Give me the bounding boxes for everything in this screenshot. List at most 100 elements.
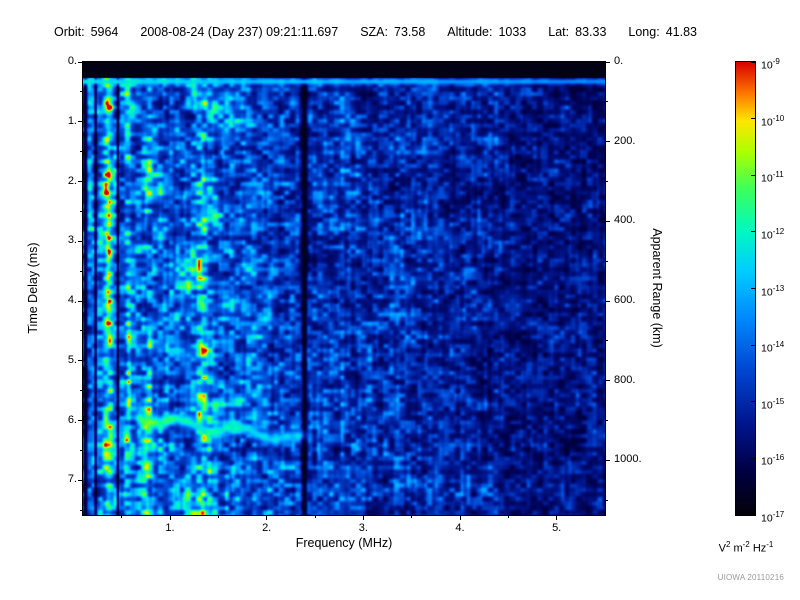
longitude-value: 41.83 [665,25,697,39]
x-axis-minor-tick [411,515,413,518]
longitude-field: Long: 41.83 [628,25,697,39]
y-axis-minor-tick [80,91,83,93]
header-info: Orbit: 5964 2008-08-24 (Day 237) 09:21:1… [54,25,697,39]
range-axis-tick-label: 1000. [614,453,642,466]
y-axis-tick [78,300,83,302]
colorbar-tick-label: 10-11 [761,170,784,185]
colorbar-tick-label: 10-10 [761,113,785,129]
colorbar-tick [751,457,755,459]
x-axis-minor-tick [507,515,509,518]
colorbar-tick-label: 10-9 [761,57,780,72]
range-axis-minor-tick [605,181,608,183]
range-axis-minor-tick [605,101,608,103]
y-axis-tick-label: 6. [67,413,77,426]
range-axis-tick [605,61,610,63]
y-axis-tick-label: 4. [67,294,77,307]
orbit-value: 5964 [90,25,119,39]
longitude-label: Long: [628,25,660,39]
range-axis-tick-label: 800. [614,373,636,386]
range-axis-tick-label: 200. [614,134,636,147]
range-axis-minor-tick [605,340,608,342]
colorbar-tick-label: 10-13 [761,283,785,299]
x-axis-minor-tick [314,515,316,518]
altitude-value: 1033 [498,25,527,39]
colorbar [735,61,756,516]
colorbar-tick [751,514,755,516]
x-axis-tick [459,515,461,520]
range-axis-tick [605,300,610,302]
altitude-field: Altitude: 1033 [447,25,526,39]
y-axis-minor-tick [80,509,83,511]
x-axis-tick-label: 1. [165,522,175,534]
y-axis-minor-tick [80,151,83,153]
range-axis-tick [605,220,610,222]
colorbar-tick-label: 10-12 [761,226,785,242]
y-axis-minor-tick [80,449,83,451]
colorbar-tick-label: 10-17 [761,510,785,525]
y-axis-tick [78,479,83,481]
colorbar-tick-label: 10-14 [761,340,785,355]
apparent-range-axis-label: Apparent Range (km) [650,228,664,348]
colorbar-units-label: V2 m-2 Hz-1 [718,540,774,555]
y-axis-tick [78,121,83,123]
latitude-value: 83.33 [575,25,607,39]
altitude-label: Altitude: [447,25,493,39]
datetime-value: 2008-08-24 (Day 237) 09:21:11.697 [140,25,339,39]
y-axis-tick-label: 3. [67,234,77,247]
orbit-field: Orbit: 5964 [54,25,118,39]
range-axis-minor-tick [605,499,608,501]
range-axis-tick [605,141,610,143]
spectrogram-canvas [83,62,605,515]
y-axis-tick-label: 0. [67,55,77,67]
frequency-axis-label: Frequency (MHz) [295,536,393,550]
x-axis-tick-label: 4. [455,522,465,534]
datetime-field: 2008-08-24 (Day 237) 09:21:11.697 [140,25,338,39]
sza-label: SZA: [360,25,388,39]
range-axis-tick [605,459,610,461]
x-axis-minor-tick [217,515,219,518]
range-axis-tick-label: 400. [614,214,636,227]
colorbar-tick [751,231,755,233]
colorbar-tick [751,174,755,176]
y-axis-minor-tick [80,390,83,392]
y-axis-tick [78,240,83,242]
range-axis-minor-tick [605,260,608,262]
y-axis-tick-label: 5. [67,353,77,366]
x-axis-tick [266,515,268,520]
x-axis-tick-label: 3. [358,522,368,534]
x-axis-tick [169,515,171,520]
colorbar-tick-label: 10-15 [761,396,785,412]
y-axis-tick [78,360,83,362]
x-axis-tick-label: 5. [552,522,562,534]
colorbar-tick [751,401,755,403]
colorbar-tick [751,61,755,63]
range-axis-minor-tick [605,420,608,422]
x-axis-tick [362,515,364,520]
colorbar-tick [751,118,755,120]
latitude-field: Lat: 83.33 [548,25,606,39]
y-axis-tick-label: 7. [67,473,77,486]
x-axis-minor-tick [121,515,123,518]
sza-value: 73.58 [394,25,426,39]
range-axis-tick-label: 0. [614,55,624,67]
x-axis-tick-label: 2. [262,522,272,534]
colorbar-tick-label: 10-16 [761,453,785,468]
x-axis-tick [556,515,558,520]
y-axis-tick-label: 1. [67,114,77,127]
y-axis-tick-label: 2. [67,174,77,187]
latitude-label: Lat: [548,25,570,39]
range-axis-tick-label: 600. [614,294,636,307]
y-axis-tick [78,420,83,422]
watermark: UIOWA 20110216 [717,573,784,582]
time-delay-axis-label: Time Delay (ms) [26,242,40,334]
y-axis-minor-tick [80,270,83,272]
y-axis-minor-tick [80,210,83,212]
orbit-label: Orbit: [54,25,85,39]
y-axis-minor-tick [80,330,83,332]
colorbar-tick [751,288,755,289]
sza-field: SZA: 73.58 [360,25,425,39]
range-axis-tick [605,380,610,382]
y-axis-tick [78,181,83,183]
colorbar-tick [751,344,755,346]
